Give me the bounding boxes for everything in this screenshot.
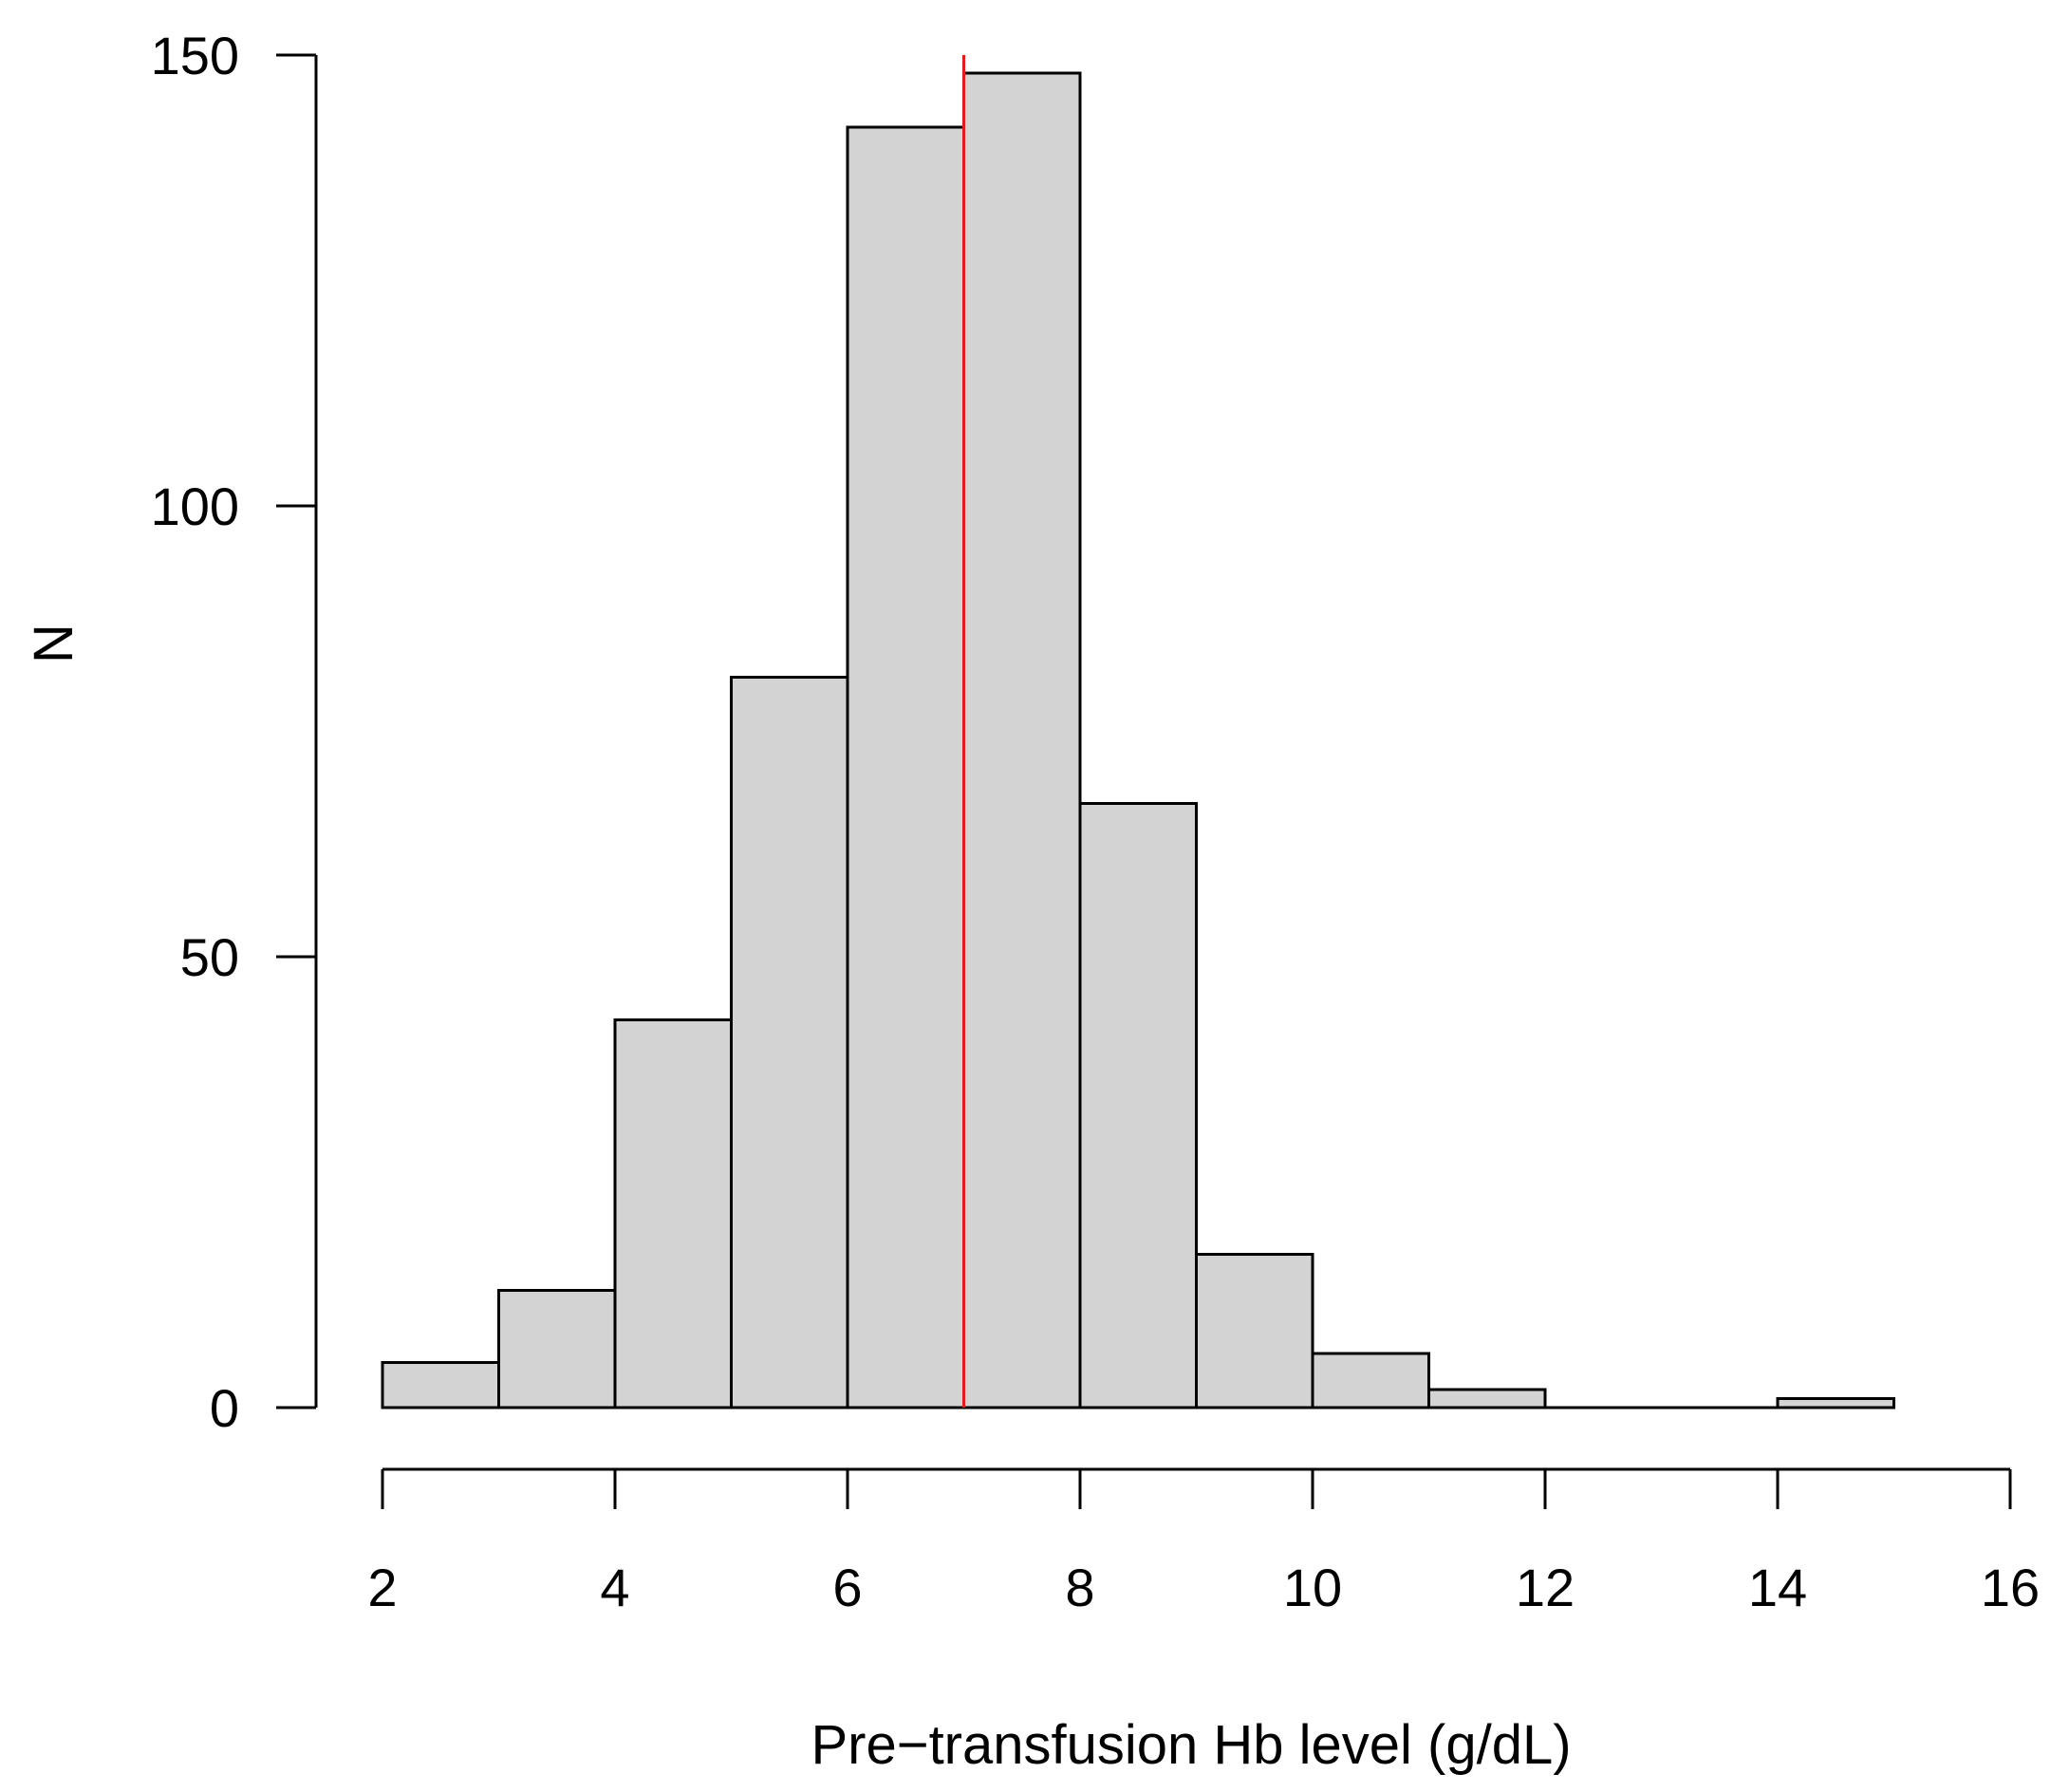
x-tick-label: 16: [1981, 1558, 2040, 1617]
histogram-bar: [381, 1361, 500, 1409]
histogram-bar: [1427, 1388, 1547, 1409]
y-tick-label: 50: [180, 927, 239, 987]
y-tick-label: 150: [151, 26, 239, 85]
y-tick-label: 100: [151, 476, 239, 536]
histogram-bar: [962, 71, 1082, 1409]
y-axis: 0 50 100 150: [151, 26, 318, 1438]
x-tick-label: 14: [1748, 1558, 1807, 1617]
histogram-bar: [497, 1289, 617, 1409]
x-tick-label: 8: [1065, 1558, 1094, 1617]
histogram-bar: [613, 1018, 733, 1409]
histogram-bars: [381, 71, 1895, 1409]
histogram-bar: [730, 676, 849, 1409]
x-tick-label: 6: [832, 1558, 862, 1617]
x-axis-title: Pre−transfusion Hb level (g/dL): [811, 1714, 1571, 1776]
x-tick-label: 12: [1516, 1558, 1575, 1617]
x-tick-label: 4: [600, 1558, 629, 1617]
x-tick-label: 2: [367, 1558, 397, 1617]
histogram-bar: [1078, 802, 1198, 1409]
y-axis-title: N: [23, 624, 84, 663]
y-tick-label: 0: [210, 1378, 239, 1438]
histogram-bar: [1311, 1352, 1430, 1409]
histogram-bar: [1195, 1253, 1314, 1409]
x-axis: 2 4 6 8 10 12 14 16: [367, 1467, 2040, 1617]
histogram-bar: [1776, 1397, 1895, 1409]
x-tick-label: 10: [1283, 1558, 1342, 1617]
histogram-bar: [846, 125, 965, 1409]
